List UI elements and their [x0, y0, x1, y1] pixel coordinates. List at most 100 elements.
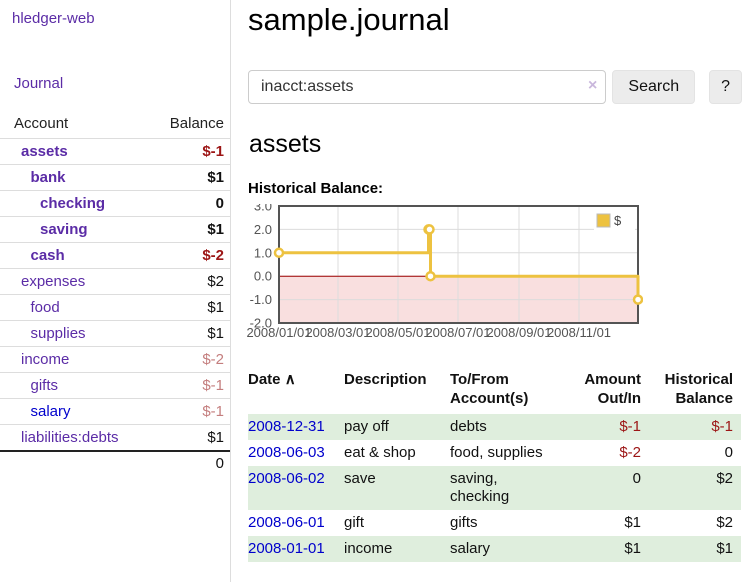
- sidebar-account-supplies[interactable]: supplies: [30, 325, 86, 342]
- sidebar-account-row: food $1: [0, 294, 230, 321]
- sidebar-account-row: checking 0: [0, 190, 230, 217]
- search-form: × Search ?: [248, 70, 742, 104]
- transaction-balance: $-1: [711, 418, 733, 435]
- chart-title: Historical Balance:: [248, 180, 384, 197]
- historical-balance-chart: $3.0 2.0 1.0 0.0 -1.0 -2.0 2008/01/01 2008/03/0…: [243, 199, 742, 346]
- accounts-total-row: 0: [0, 450, 230, 475]
- account-balance: $-2: [202, 351, 224, 368]
- y-tick-label: 1.0: [254, 245, 272, 260]
- main-panel: sample.journal × Search ? assets Histori…: [246, 0, 742, 562]
- brand-link[interactable]: hledger-web: [12, 10, 95, 27]
- transaction-description: pay off: [344, 418, 389, 435]
- transaction-date-link[interactable]: 2008-01-01: [248, 540, 325, 557]
- sidebar: hledger-web Journal Account Balance asse…: [0, 0, 231, 582]
- sidebar-account-row: bank $1: [0, 164, 230, 191]
- register-row: 2008-06-01 gift gifts $1 $2: [248, 510, 741, 536]
- sidebar-account-salary[interactable]: salary: [30, 403, 71, 420]
- transaction-description: save: [344, 470, 376, 487]
- y-tick-label: 0.0: [254, 269, 272, 284]
- y-tick-label: -1.0: [250, 292, 272, 307]
- register-row: 2008-12-31 pay off debts $-1 $-1: [248, 414, 741, 440]
- x-tick-label: 2008/07/01: [425, 325, 490, 340]
- help-button[interactable]: ?: [709, 70, 742, 104]
- account-balance: $1: [207, 221, 224, 238]
- x-tick-label: 2008/01/01: [246, 325, 311, 340]
- account-balance: $-1: [202, 143, 224, 160]
- data-point-marker: [425, 270, 436, 282]
- transaction-balance: 0: [724, 444, 733, 461]
- sidebar-account-row: cash $-2: [0, 242, 230, 269]
- account-balance: $-1: [202, 377, 224, 394]
- sidebar-account-row: gifts $-1: [0, 372, 230, 399]
- account-heading: assets: [249, 130, 322, 158]
- register-header-row: Date ∧ Description To/From Account(s) Amount…: [248, 370, 741, 414]
- page-title: sample.journal: [248, 2, 450, 37]
- data-point-marker: [632, 294, 644, 305]
- search-field-wrap: ×: [248, 70, 607, 104]
- sidebar-account-row: assets $-1: [0, 138, 230, 165]
- transaction-amount: $-1: [619, 418, 641, 435]
- account-balance: $-2: [202, 247, 224, 264]
- register-column-header: Amount Out/In: [584, 371, 641, 407]
- sidebar-account-row: expenses $2: [0, 268, 230, 295]
- sidebar-account-cash[interactable]: cash: [30, 247, 65, 264]
- sidebar-account-row: supplies $1: [0, 320, 230, 347]
- register-row: 2008-01-01 income salary $1 $1: [248, 536, 741, 562]
- transaction-balance: $2: [716, 470, 733, 487]
- transaction-amount: $1: [624, 540, 641, 557]
- sidebar-account-assets[interactable]: assets: [21, 143, 68, 160]
- transaction-date-link[interactable]: 2008-06-03: [248, 444, 325, 461]
- search-button[interactable]: Search: [612, 70, 696, 104]
- nav-journal-link[interactable]: Journal: [14, 75, 64, 92]
- transaction-amount: $-2: [619, 444, 641, 461]
- account-balance: $-1: [202, 403, 224, 420]
- register-row: 2008-06-02 save saving, checking 0 $2: [248, 466, 741, 510]
- transaction-description: gift: [344, 514, 365, 531]
- transaction-date-link[interactable]: 2008-12-31: [248, 418, 325, 435]
- transaction-accounts: saving, checking: [450, 470, 510, 505]
- sidebar-account-row: income $-2: [0, 346, 230, 373]
- transaction-accounts: gifts: [450, 514, 478, 531]
- transaction-date-link[interactable]: 2008-06-01: [248, 514, 325, 531]
- transaction-accounts: food, supplies: [450, 444, 543, 461]
- x-tick-label: 2008/03/01: [305, 325, 370, 340]
- sidebar-account-bank[interactable]: bank: [30, 169, 66, 186]
- sidebar-account-food[interactable]: food: [30, 299, 60, 316]
- sidebar-account-income[interactable]: income: [21, 351, 70, 368]
- transaction-accounts: debts: [450, 418, 487, 435]
- account-balance: $1: [207, 429, 224, 446]
- accounts-header-balance: Balance: [169, 115, 224, 132]
- sidebar-account-expenses[interactable]: expenses: [21, 273, 86, 290]
- clear-search-icon[interactable]: ×: [588, 77, 598, 94]
- transaction-description: eat & shop: [344, 444, 416, 461]
- x-tick-label: 2008/11/01: [547, 325, 611, 340]
- transaction-description: income: [344, 540, 393, 557]
- accounts-header-account: Account: [14, 115, 69, 132]
- legend-label: $: [614, 213, 622, 228]
- account-balance: 0: [215, 195, 224, 212]
- register-row: 2008-06-03 eat & shop food, supplies $-2 0: [248, 440, 741, 466]
- accounts-total-value: 0: [152, 450, 230, 475]
- transaction-balance: $2: [716, 514, 733, 531]
- sidebar-account-liabilities-debts[interactable]: liabilities:debts: [21, 429, 119, 446]
- register-column-header[interactable]: Date ∧: [248, 371, 296, 388]
- y-tick-label: 2.0: [254, 222, 272, 237]
- sidebar-account-checking[interactable]: checking: [40, 195, 106, 212]
- y-tick-label: 3.0: [254, 204, 272, 214]
- sidebar-account-gifts[interactable]: gifts: [30, 377, 59, 394]
- sidebar-account-row: salary $-1: [0, 398, 230, 425]
- data-point-marker: [424, 224, 435, 235]
- sort-ascending-icon[interactable]: ∧: [284, 371, 296, 388]
- account-balance: $2: [207, 273, 224, 290]
- account-balance: $1: [207, 325, 224, 342]
- sidebar-account-saving[interactable]: saving: [40, 221, 88, 238]
- search-input[interactable]: [248, 70, 607, 104]
- register-column-header: Description: [344, 371, 427, 388]
- transaction-date-link[interactable]: 2008-06-02: [248, 470, 325, 487]
- legend-swatch: [596, 213, 611, 228]
- chart-svg: $3.0 2.0 1.0 0.0 -1.0 -2.02008/01/012008/03/0…: [246, 199, 644, 340]
- sidebar-account-row: saving $1: [0, 216, 230, 243]
- x-tick-label: 2008/09/01: [486, 325, 551, 340]
- register-column-header: Historical Balance: [664, 371, 733, 407]
- account-balance: $1: [207, 169, 224, 186]
